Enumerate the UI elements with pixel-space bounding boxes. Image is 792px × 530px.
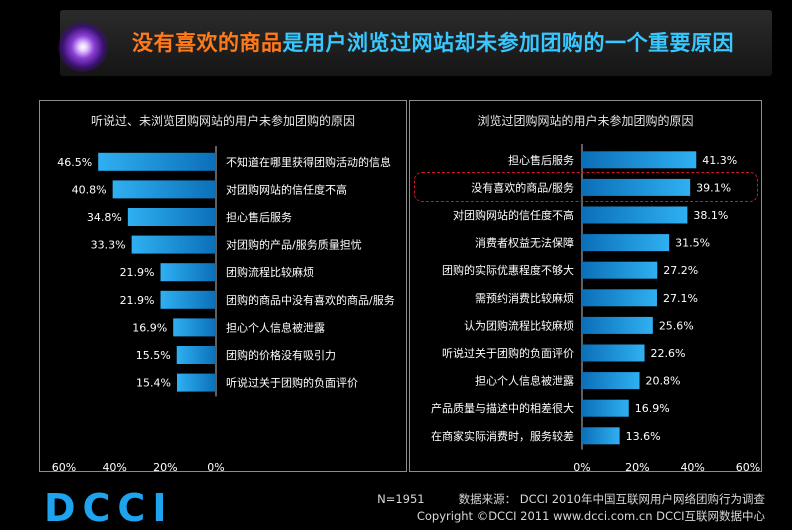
category-label: 消费者权益无法保障: [475, 236, 574, 250]
category-label: 听说过关于团购的负面评价: [442, 346, 574, 360]
value-label: 21.9%: [120, 294, 155, 307]
bar: [173, 318, 216, 337]
category-label: 团购的实际优惠程度不够大: [442, 263, 574, 277]
footer-source-line: N=1951 数据来源： DCCI 2010年中国互联网用户网络团购行为调查: [377, 491, 765, 507]
bar: [582, 206, 688, 224]
value-label: 40.8%: [72, 183, 107, 196]
category-label: 担心个人信息被泄露: [226, 320, 325, 334]
value-label: 39.1%: [696, 181, 731, 194]
bar: [160, 263, 216, 282]
value-label: 27.2%: [663, 264, 698, 277]
right-chart-panel: 浏览过团购网站的用户未参加团购的原因: [409, 100, 762, 472]
bar: [582, 151, 697, 169]
category-label: 团购流程比较麻烦: [226, 265, 314, 279]
bar: [98, 152, 216, 171]
left-chart-title: 听说过、未浏览团购网站的用户未参加团购的原因: [90, 114, 355, 128]
bar: [131, 235, 216, 254]
bar: [582, 399, 629, 417]
category-label: 担心售后服务: [508, 153, 574, 167]
value-label: 13.6%: [626, 430, 661, 443]
value-label: 25.6%: [659, 319, 694, 332]
category-label: 听说过关于团购的负面评价: [226, 376, 358, 390]
sample-size: N=1951: [377, 492, 425, 506]
title-bar: [60, 10, 772, 76]
tick-label: 60%: [736, 461, 760, 474]
category-label: 对团购网站的信任度不高: [453, 208, 574, 222]
value-label: 27.1%: [663, 292, 698, 305]
value-label: 15.4%: [136, 377, 171, 390]
right-chart-title: 浏览过团购网站的用户未参加团购的原因: [477, 114, 694, 128]
tick-label: 0%: [207, 461, 224, 474]
value-label: 16.9%: [635, 402, 670, 415]
bar: [582, 289, 657, 307]
value-label: 16.9%: [132, 321, 167, 334]
value-label: 41.3%: [702, 154, 737, 167]
bar: [582, 178, 691, 196]
bar: [582, 427, 620, 445]
bar: [582, 372, 640, 390]
page-title: 没有喜欢的商品是用户浏览过网站却未参加团购的一个重要原因: [132, 27, 734, 57]
value-label: 38.1%: [693, 209, 728, 222]
value-label: 15.5%: [136, 349, 171, 362]
dcci-logo: DCCI: [44, 486, 174, 530]
value-label: 34.8%: [87, 211, 122, 224]
tick-label: 0%: [573, 461, 590, 474]
category-label: 对团购的产品/服务质量担忧: [226, 238, 362, 252]
category-label: 产品质量与描述中的相差很大: [431, 401, 574, 415]
title-rest: 是用户浏览过网站却未参加团购的一个重要原因: [282, 31, 734, 55]
category-label: 担心售后服务: [226, 210, 292, 224]
category-label: 认为团购流程比较麻烦: [464, 318, 574, 332]
category-label: 团购的商品中没有喜欢的商品/服务: [226, 293, 395, 307]
bar: [127, 208, 216, 226]
category-label: 没有喜欢的商品/服务: [471, 180, 574, 194]
value-label: 20.8%: [646, 375, 681, 388]
category-label: 不知道在哪里获得团购活动的信息: [226, 155, 391, 169]
highlight-box: [414, 172, 758, 202]
bar: [582, 344, 645, 362]
left-chart-panel: 听说过、未浏览团购网站的用户未参加团购的原因: [39, 100, 407, 472]
category-label: 需预约消费比较麻烦: [475, 291, 574, 305]
value-label: 21.9%: [120, 266, 155, 279]
title-highlight: 没有喜欢的商品: [132, 31, 283, 55]
bar: [582, 234, 670, 252]
value-label: 33.3%: [91, 239, 126, 252]
starburst-icon: [58, 22, 108, 72]
tick-label: 20%: [153, 461, 177, 474]
value-label: 46.5%: [57, 156, 92, 169]
tick-label: 60%: [52, 461, 76, 474]
category-label: 在商家实际消费时，服务较差: [431, 429, 574, 443]
tick-label: 40%: [680, 461, 704, 474]
left-bar-chart: 46.5% 不知道在哪里获得团购活动的信息 40.8% 对团购网站的信任度不高 34.8…: [52, 146, 395, 474]
tick-label: 40%: [102, 461, 126, 474]
data-source: 数据来源： DCCI 2010年中国互联网用户网络团购行为调查: [458, 492, 765, 506]
bar: [160, 290, 216, 309]
tick-label: 20%: [625, 461, 649, 474]
bar: [176, 346, 216, 364]
right-bar-chart: 41.3% 担心售后服务 39.1% 没有喜欢的商品/服务 38.1% 对团购网站的信任度…: [431, 144, 760, 474]
category-label: 对团购网站的信任度不高: [226, 182, 347, 196]
category-label: 担心个人信息被泄露: [475, 374, 574, 388]
category-label: 团购的价格没有吸引力: [226, 348, 336, 362]
footer-copyright: Copyright ©DCCI 2011 www.dcci.com.cn DCC…: [416, 509, 765, 523]
value-label: 22.6%: [651, 347, 686, 360]
bar: [176, 373, 216, 392]
bar: [582, 261, 658, 279]
value-label: 31.5%: [675, 237, 710, 250]
bar: [112, 180, 216, 199]
bar: [582, 316, 653, 334]
